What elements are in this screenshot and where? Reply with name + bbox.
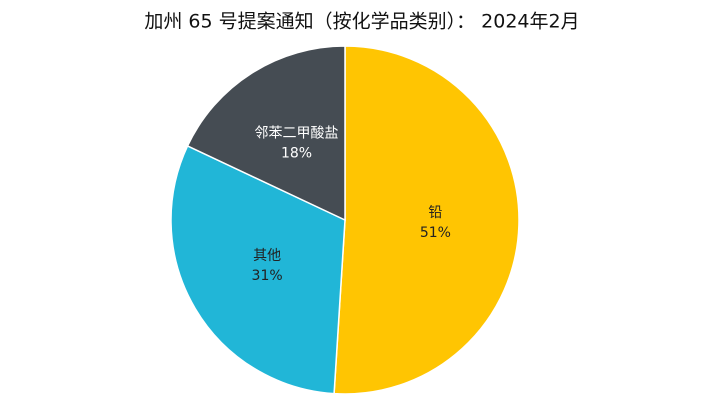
slice-value-label: 31% <box>252 268 283 284</box>
chart-title: 加州 65 号提案通知（按化学品类别）： 2024年2月 <box>144 11 579 33</box>
pie-slice <box>170 144 346 395</box>
slice-value-label: 18% <box>281 146 312 162</box>
slice-value-label: 51% <box>420 225 451 241</box>
pie-slice <box>186 45 346 222</box>
pie-slice <box>333 45 520 395</box>
slice-label: 邻苯二甲酸盐 <box>255 125 339 142</box>
slice-label: 铅 <box>428 205 442 221</box>
slice-label: 其他 <box>253 248 281 264</box>
